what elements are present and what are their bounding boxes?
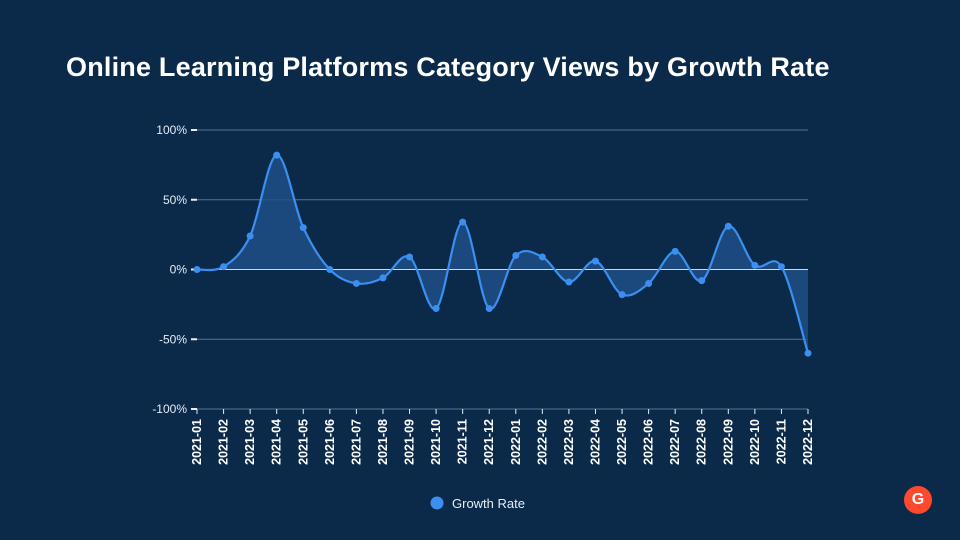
x-tick-label: 2022-07 — [668, 419, 682, 465]
x-tick-label: 2021-09 — [403, 419, 417, 465]
x-tick-label: 2022-10 — [748, 419, 762, 465]
y-tick-label: -100% — [152, 402, 187, 416]
x-tick-label: 2022-09 — [721, 419, 735, 465]
x-tick-label: 2022-06 — [642, 419, 656, 465]
data-point — [591, 257, 599, 265]
data-point — [406, 253, 414, 261]
legend-label: Growth Rate — [452, 496, 525, 511]
y-tick-label: 0% — [170, 263, 188, 277]
data-point — [379, 274, 387, 282]
x-tick-label: 2022-08 — [695, 419, 709, 465]
x-tick-label: 2022-01 — [509, 419, 523, 465]
x-tick-label: 2021-01 — [190, 419, 204, 465]
data-point — [565, 278, 573, 286]
x-tick-label: 2021-10 — [429, 419, 443, 465]
x-tick-label: 2021-12 — [482, 419, 496, 465]
y-tick-label: 50% — [163, 193, 187, 207]
data-point — [777, 263, 785, 271]
data-point — [193, 266, 201, 273]
x-tick-label: 2021-08 — [376, 419, 390, 465]
data-point — [432, 305, 440, 313]
x-tick-label: 2022-04 — [588, 419, 602, 465]
x-tick-label: 2021-04 — [270, 419, 284, 465]
x-tick-label: 2022-05 — [615, 419, 629, 465]
x-tick-label: 2021-11 — [456, 419, 470, 464]
data-point — [459, 218, 467, 226]
data-point — [512, 252, 520, 260]
x-tick-label: 2022-11 — [774, 419, 788, 464]
data-point — [804, 349, 812, 357]
y-tick-label: -50% — [159, 332, 187, 346]
series-area — [197, 155, 808, 354]
x-tick-label: 2022-12 — [801, 419, 815, 465]
g2-logo-icon: G — [904, 486, 932, 514]
data-point — [751, 261, 759, 269]
data-point — [246, 232, 254, 240]
data-point — [273, 151, 281, 159]
x-tick-label: 2021-05 — [296, 419, 310, 465]
x-tick-label: 2021-06 — [323, 419, 337, 465]
data-point — [326, 266, 334, 273]
data-point — [220, 263, 228, 271]
data-point — [645, 279, 653, 287]
data-point — [724, 222, 732, 230]
data-point — [698, 277, 706, 285]
data-point — [352, 279, 360, 287]
x-tick-label: 2021-03 — [243, 419, 257, 465]
data-point — [299, 224, 307, 232]
x-tick-label: 2022-03 — [562, 419, 576, 465]
y-tick-label: 100% — [156, 123, 187, 137]
data-point — [485, 305, 493, 313]
data-point — [618, 291, 626, 299]
x-tick-label: 2021-02 — [217, 419, 231, 465]
x-tick-label: 2021-07 — [349, 419, 363, 465]
data-point — [538, 253, 546, 261]
legend-marker — [430, 496, 444, 510]
data-point — [671, 247, 679, 255]
chart-title: Online Learning Platforms Category Views… — [66, 52, 830, 82]
x-tick-label: 2022-02 — [535, 419, 549, 465]
